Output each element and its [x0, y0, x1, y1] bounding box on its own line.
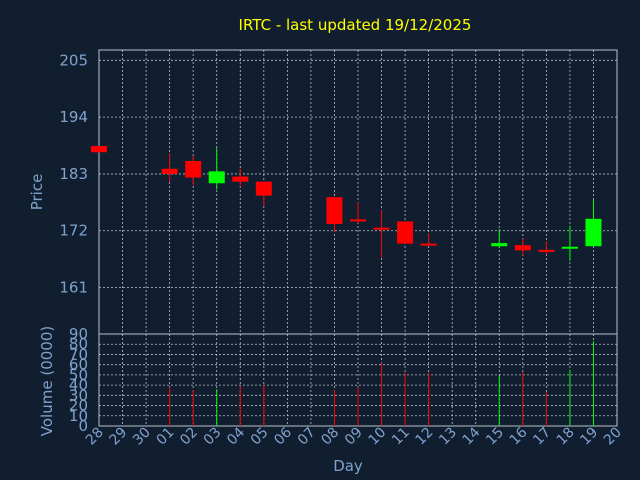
x-tick-label: 06 — [271, 424, 295, 448]
volume-tick-label: 40 — [69, 376, 88, 394]
x-tick-label: 02 — [177, 425, 201, 449]
x-tick-label: 09 — [342, 425, 366, 449]
candle-body — [585, 218, 602, 247]
x-tick-label: 14 — [460, 424, 484, 448]
candle-body — [255, 181, 272, 196]
x-tick-label: 12 — [413, 425, 437, 449]
price-tick-label: 172 — [59, 222, 88, 240]
candle-body — [397, 221, 414, 244]
volume-tick-label: 30 — [69, 386, 88, 404]
candle-body — [185, 161, 202, 178]
candle-body — [91, 146, 107, 153]
x-axis-label: Day — [333, 457, 363, 475]
volume-tick-label: 60 — [69, 356, 88, 374]
price-axis-label: Price — [28, 174, 46, 211]
x-tick-label: 08 — [318, 425, 342, 449]
price-tick-label: 194 — [59, 108, 88, 126]
volume-tick-label: 80 — [69, 335, 88, 353]
candle-body — [514, 245, 531, 251]
x-tick-label: 16 — [507, 424, 531, 448]
x-tick-label: 03 — [201, 425, 225, 449]
candle-body — [538, 249, 555, 252]
x-axis-ticks: 28 29 30 01 02 03 04 05 06 07 08 09 10 11 12 13 14 15 16 17… — [83, 424, 625, 448]
x-tick-label: 13 — [436, 425, 460, 449]
candle-body — [420, 243, 437, 246]
candle-body — [326, 197, 343, 225]
x-tick-label: 15 — [483, 425, 507, 449]
x-tick-label: 18 — [554, 425, 578, 449]
x-tick-label: 05 — [248, 425, 272, 449]
volume-tick-label: 10 — [69, 407, 88, 425]
x-tick-label: 30 — [130, 425, 154, 449]
candle-body — [208, 171, 225, 184]
x-tick-label: 04 — [224, 424, 248, 448]
candle-body — [161, 168, 178, 174]
candle-body — [491, 243, 508, 247]
volume-tick-label: 50 — [69, 366, 88, 384]
volume-axis-label: Volume (0000) — [38, 326, 56, 436]
x-tick-label: 19 — [577, 425, 601, 449]
x-tick-label: 11 — [389, 425, 413, 449]
candle-body — [561, 246, 578, 249]
candle-body — [373, 227, 390, 230]
volume-tick-label: 90 — [69, 325, 88, 343]
x-tick-label: 29 — [106, 425, 130, 449]
candle-body — [350, 219, 366, 222]
price-tick-label: 205 — [59, 51, 88, 69]
volume-tick-label: 0 — [78, 417, 88, 435]
price-panel: 205 194 183 172 161 — [59, 49, 618, 335]
volume-tick-label: 70 — [69, 345, 88, 363]
x-tick-label: 07 — [295, 425, 319, 449]
chart-title: IRTC - last updated 19/12/2025 — [239, 16, 472, 34]
x-tick-label: 17 — [530, 425, 554, 449]
volume-tick-label: 20 — [69, 397, 88, 415]
price-tick-label: 183 — [59, 165, 88, 183]
x-tick-label: 01 — [154, 425, 178, 449]
price-tick-label: 161 — [59, 279, 88, 297]
candle-body — [232, 176, 249, 182]
x-tick-label: 20 — [601, 425, 625, 449]
x-tick-label: 10 — [365, 425, 389, 449]
